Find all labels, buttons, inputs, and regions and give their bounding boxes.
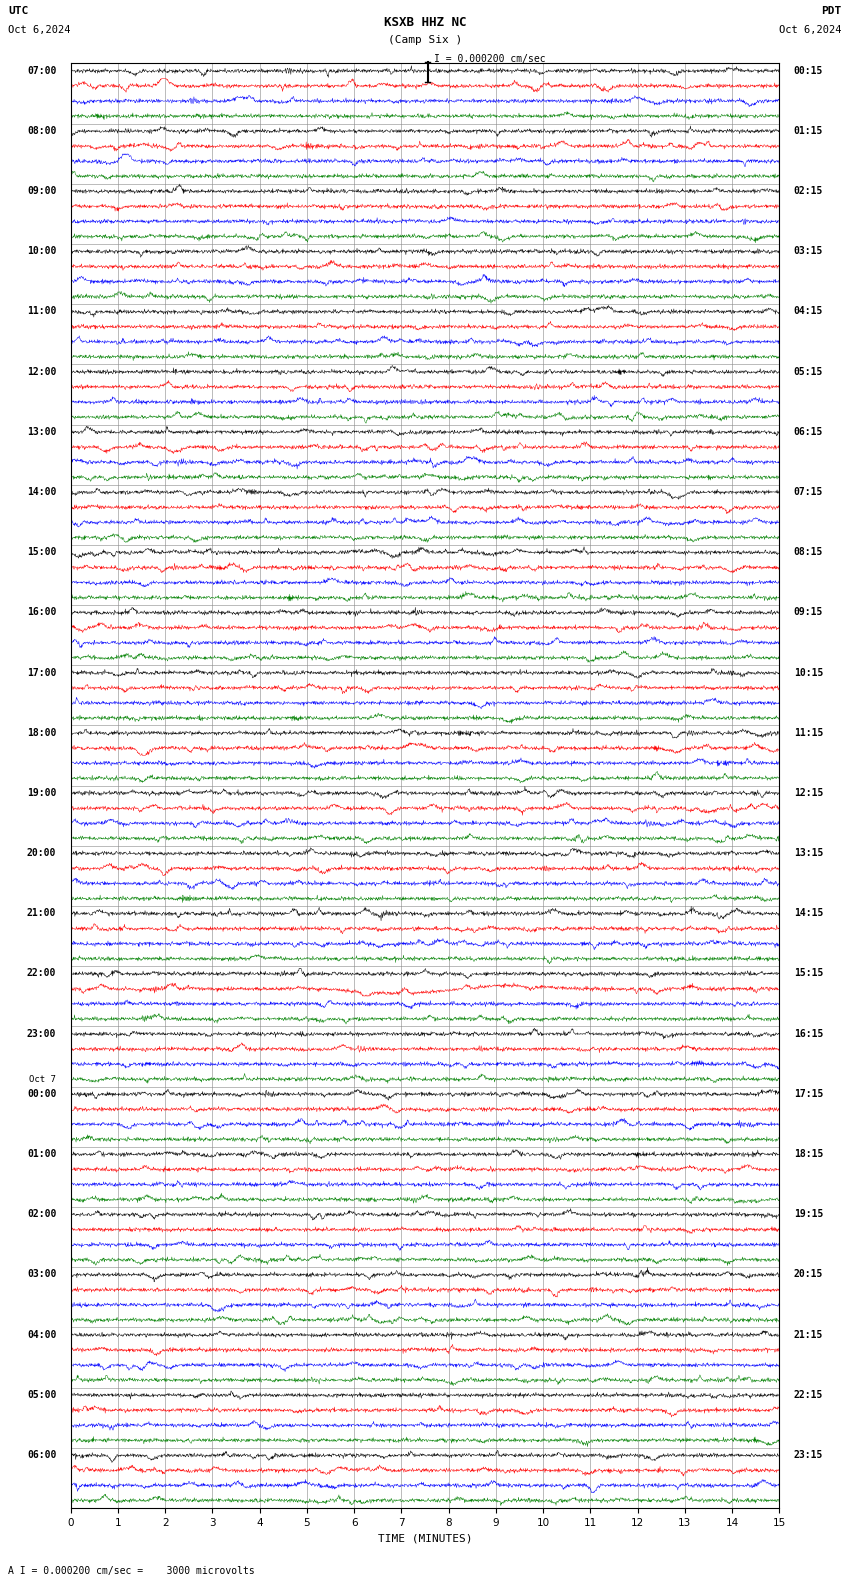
Text: 13:00: 13:00 <box>27 426 56 437</box>
Text: 11:15: 11:15 <box>794 727 823 738</box>
Text: 19:15: 19:15 <box>794 1209 823 1220</box>
Text: 16:00: 16:00 <box>27 607 56 618</box>
Text: Oct 7: Oct 7 <box>30 1074 56 1083</box>
Text: 06:00: 06:00 <box>27 1449 56 1460</box>
Text: 22:15: 22:15 <box>794 1389 823 1400</box>
Text: 06:15: 06:15 <box>794 426 823 437</box>
Text: 09:00: 09:00 <box>27 185 56 196</box>
Text: 03:15: 03:15 <box>794 246 823 257</box>
Text: 01:15: 01:15 <box>794 125 823 136</box>
Text: 15:15: 15:15 <box>794 968 823 979</box>
Text: 18:15: 18:15 <box>794 1148 823 1159</box>
Text: 08:00: 08:00 <box>27 125 56 136</box>
Text: 22:00: 22:00 <box>27 968 56 979</box>
Text: 02:15: 02:15 <box>794 185 823 196</box>
Text: 12:00: 12:00 <box>27 366 56 377</box>
Text: 00:15: 00:15 <box>794 65 823 76</box>
Text: UTC: UTC <box>8 6 29 16</box>
Text: 21:15: 21:15 <box>794 1329 823 1340</box>
Text: Oct 6,2024: Oct 6,2024 <box>779 25 842 35</box>
Text: I = 0.000200 cm/sec: I = 0.000200 cm/sec <box>434 54 545 63</box>
Text: 10:15: 10:15 <box>794 667 823 678</box>
Text: 11:00: 11:00 <box>27 306 56 317</box>
Text: 07:15: 07:15 <box>794 486 823 497</box>
Text: 14:15: 14:15 <box>794 908 823 919</box>
Text: 17:00: 17:00 <box>27 667 56 678</box>
Text: 01:00: 01:00 <box>27 1148 56 1159</box>
Text: 21:00: 21:00 <box>27 908 56 919</box>
Text: 23:15: 23:15 <box>794 1449 823 1460</box>
Text: 15:00: 15:00 <box>27 546 56 558</box>
Text: 23:00: 23:00 <box>27 1028 56 1039</box>
Text: 00:00: 00:00 <box>27 1088 56 1099</box>
Text: 17:15: 17:15 <box>794 1088 823 1099</box>
Text: 18:00: 18:00 <box>27 727 56 738</box>
Text: 12:15: 12:15 <box>794 787 823 798</box>
Text: 07:00: 07:00 <box>27 65 56 76</box>
Text: PDT: PDT <box>821 6 842 16</box>
Text: 05:15: 05:15 <box>794 366 823 377</box>
Text: 16:15: 16:15 <box>794 1028 823 1039</box>
X-axis label: TIME (MINUTES): TIME (MINUTES) <box>377 1533 473 1543</box>
Text: 19:00: 19:00 <box>27 787 56 798</box>
Text: 20:15: 20:15 <box>794 1269 823 1280</box>
Text: 14:00: 14:00 <box>27 486 56 497</box>
Text: 04:00: 04:00 <box>27 1329 56 1340</box>
Text: 02:00: 02:00 <box>27 1209 56 1220</box>
Text: A I = 0.000200 cm/sec =    3000 microvolts: A I = 0.000200 cm/sec = 3000 microvolts <box>8 1567 255 1576</box>
Text: 10:00: 10:00 <box>27 246 56 257</box>
Text: 20:00: 20:00 <box>27 847 56 859</box>
Text: 03:00: 03:00 <box>27 1269 56 1280</box>
Text: KSXB HHZ NC: KSXB HHZ NC <box>383 16 467 29</box>
Text: 04:15: 04:15 <box>794 306 823 317</box>
Text: (Camp Six ): (Camp Six ) <box>388 35 462 44</box>
Text: 05:00: 05:00 <box>27 1389 56 1400</box>
Text: 08:15: 08:15 <box>794 546 823 558</box>
Text: Oct 6,2024: Oct 6,2024 <box>8 25 71 35</box>
Text: 09:15: 09:15 <box>794 607 823 618</box>
Text: 13:15: 13:15 <box>794 847 823 859</box>
